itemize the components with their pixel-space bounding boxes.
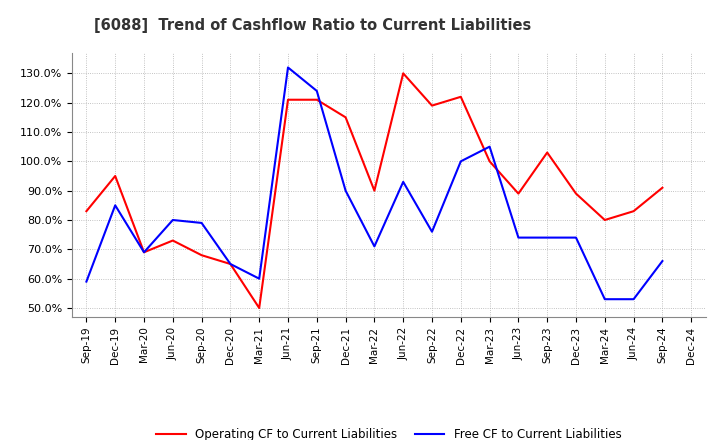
Free CF to Current Liabilities xyxy=(82,279,91,284)
Operating CF to Current Liabilities xyxy=(168,238,177,243)
Operating CF to Current Liabilities xyxy=(370,188,379,193)
Free CF to Current Liabilities xyxy=(341,188,350,193)
Operating CF to Current Liabilities xyxy=(456,94,465,99)
Free CF to Current Liabilities xyxy=(428,229,436,235)
Free CF to Current Liabilities xyxy=(226,261,235,267)
Free CF to Current Liabilities xyxy=(140,249,148,255)
Operating CF to Current Liabilities xyxy=(82,209,91,214)
Free CF to Current Liabilities xyxy=(312,88,321,94)
Free CF to Current Liabilities xyxy=(197,220,206,226)
Free CF to Current Liabilities xyxy=(255,276,264,281)
Free CF to Current Liabilities xyxy=(399,179,408,184)
Legend: Operating CF to Current Liabilities, Free CF to Current Liabilities: Operating CF to Current Liabilities, Fre… xyxy=(151,423,626,440)
Free CF to Current Liabilities xyxy=(284,65,292,70)
Operating CF to Current Liabilities xyxy=(543,150,552,155)
Operating CF to Current Liabilities xyxy=(629,209,638,214)
Operating CF to Current Liabilities xyxy=(428,103,436,108)
Line: Operating CF to Current Liabilities: Operating CF to Current Liabilities xyxy=(86,73,662,308)
Operating CF to Current Liabilities xyxy=(341,115,350,120)
Operating CF to Current Liabilities xyxy=(312,97,321,103)
Text: [6088]  Trend of Cashflow Ratio to Current Liabilities: [6088] Trend of Cashflow Ratio to Curren… xyxy=(94,18,531,33)
Operating CF to Current Liabilities xyxy=(255,305,264,311)
Operating CF to Current Liabilities xyxy=(111,173,120,179)
Operating CF to Current Liabilities xyxy=(284,97,292,103)
Operating CF to Current Liabilities xyxy=(197,253,206,258)
Operating CF to Current Liabilities xyxy=(600,217,609,223)
Operating CF to Current Liabilities xyxy=(399,71,408,76)
Line: Free CF to Current Liabilities: Free CF to Current Liabilities xyxy=(86,67,662,299)
Free CF to Current Liabilities xyxy=(111,203,120,208)
Free CF to Current Liabilities xyxy=(514,235,523,240)
Operating CF to Current Liabilities xyxy=(658,185,667,191)
Free CF to Current Liabilities xyxy=(485,144,494,149)
Free CF to Current Liabilities xyxy=(600,297,609,302)
Free CF to Current Liabilities xyxy=(629,297,638,302)
Free CF to Current Liabilities xyxy=(658,258,667,264)
Operating CF to Current Liabilities xyxy=(514,191,523,196)
Free CF to Current Liabilities xyxy=(543,235,552,240)
Operating CF to Current Liabilities xyxy=(572,191,580,196)
Free CF to Current Liabilities xyxy=(370,244,379,249)
Free CF to Current Liabilities xyxy=(168,217,177,223)
Operating CF to Current Liabilities xyxy=(140,249,148,255)
Operating CF to Current Liabilities xyxy=(226,261,235,267)
Free CF to Current Liabilities xyxy=(456,159,465,164)
Free CF to Current Liabilities xyxy=(572,235,580,240)
Operating CF to Current Liabilities xyxy=(485,159,494,164)
